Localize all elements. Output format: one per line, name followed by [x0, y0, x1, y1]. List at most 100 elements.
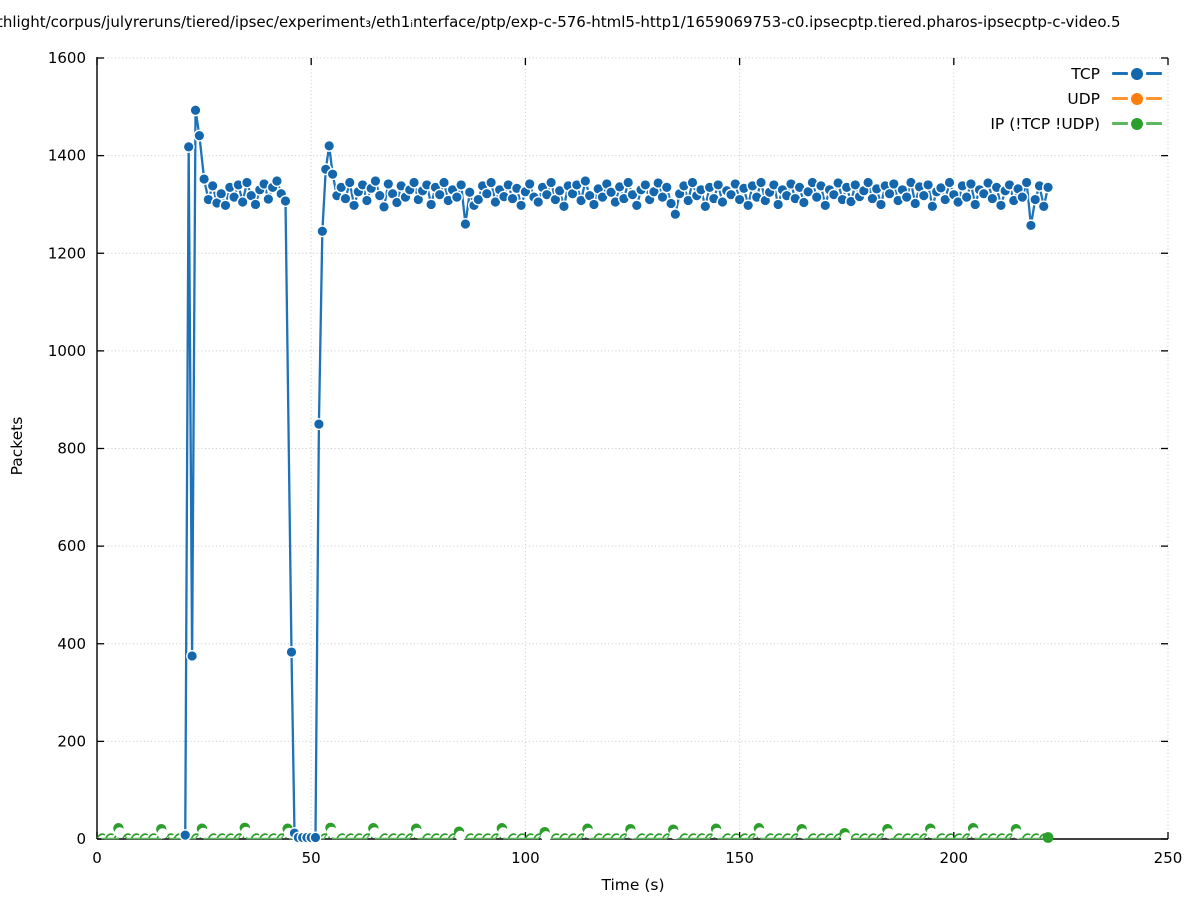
- tcp-dot-icon: [1131, 67, 1143, 80]
- tcp-marker: [733, 193, 746, 206]
- ip-base-marker: [122, 833, 131, 839]
- tcp-marker: [797, 196, 810, 209]
- tcp-marker: [373, 189, 386, 202]
- tcp-marker: [943, 176, 956, 189]
- tcp-marker: [463, 186, 476, 199]
- ip-base-marker: [696, 833, 706, 839]
- ip-spike-marker-bite: [412, 827, 423, 839]
- tcp-marker: [917, 189, 930, 202]
- tcp-marker: [378, 200, 391, 213]
- ip-base-marker: [465, 833, 474, 839]
- ip-base-marker: [910, 833, 920, 839]
- ip-base-marker: [1021, 833, 1031, 839]
- ip-base-marker: [233, 833, 243, 839]
- ip-base-marker: [387, 833, 397, 839]
- tcp-marker: [215, 187, 228, 200]
- tcp-marker: [309, 831, 322, 844]
- legend-label-udp: UDP: [1067, 89, 1100, 108]
- tcp-marker: [515, 199, 528, 212]
- ip-base-marker: [1030, 833, 1040, 839]
- ip-spike-marker-bite: [157, 828, 168, 839]
- x-tick-label: 250: [1154, 849, 1183, 867]
- ip-base-marker: [439, 833, 448, 839]
- ip-base-marker: [961, 833, 971, 839]
- udp-dot-icon: [1131, 92, 1143, 105]
- tcp-marker: [716, 195, 729, 208]
- ip-base-marker: [550, 833, 560, 839]
- ip-base-marker: [207, 833, 217, 839]
- legend-label-ip: IP (!TCP !UDP): [990, 114, 1100, 133]
- tcp-marker: [656, 191, 669, 204]
- ip-dot-icon: [1131, 117, 1143, 130]
- udp-dash-icon: [1146, 97, 1162, 100]
- tcp-marker: [339, 192, 352, 205]
- tcp-dash-icon: [1112, 72, 1128, 75]
- y-tick-label: 1600: [48, 49, 86, 67]
- ip-dash-icon: [1146, 122, 1162, 125]
- ip-spike-marker-bite: [669, 828, 680, 840]
- tcp-marker: [262, 193, 275, 206]
- ip-base-marker: [130, 833, 140, 839]
- ip-dash-icon: [1112, 122, 1128, 125]
- tcp-marker: [639, 178, 652, 191]
- tcp-marker: [312, 418, 325, 431]
- ip-spike-marker-bite: [1012, 828, 1023, 839]
- tcp-marker: [1020, 176, 1033, 189]
- tcp-marker: [348, 199, 361, 212]
- y-tick-label: 0: [76, 830, 86, 848]
- ip-base-marker: [396, 833, 406, 839]
- ip-base-marker: [936, 833, 945, 839]
- tcp-marker: [605, 186, 618, 199]
- ip-spike-marker-bite: [840, 832, 852, 843]
- tcp-marker: [326, 168, 339, 181]
- ip-base-marker: [216, 833, 226, 839]
- tcp-marker: [883, 187, 896, 200]
- tcp-marker: [316, 225, 329, 238]
- ip-base-marker: [944, 833, 954, 839]
- y-tick-label: 800: [57, 440, 86, 458]
- tcp-marker: [819, 199, 832, 212]
- ip-base-marker: [507, 833, 517, 839]
- tcp-marker: [323, 139, 336, 152]
- tcp-marker: [849, 178, 862, 191]
- tcp-series-line: [184, 109, 1050, 839]
- tcp-marker: [182, 140, 195, 153]
- tcp-marker: [186, 649, 199, 662]
- ip-base-marker: [422, 833, 431, 839]
- tcp-marker: [622, 176, 635, 189]
- y-axis-label: Packets: [8, 416, 26, 476]
- tcp-marker: [887, 177, 900, 190]
- ip-base-marker: [362, 833, 371, 839]
- tcp-marker: [742, 199, 755, 212]
- tcp-marker: [1042, 181, 1055, 194]
- ip-spike-marker-bite: [755, 827, 766, 838]
- tcp-marker: [755, 176, 768, 189]
- ip-spike-marker-bite: [498, 827, 509, 838]
- tcp-marker: [909, 197, 922, 210]
- tcp-marker: [862, 176, 875, 189]
- ip-base-marker: [353, 833, 363, 839]
- ip-spike-marker-bite: [583, 827, 595, 839]
- ip-spike-marker-bite: [797, 828, 809, 839]
- ip-base-marker: [653, 833, 663, 839]
- tcp-marker: [986, 192, 999, 205]
- y-tick-label: 1000: [48, 342, 86, 360]
- tcp-marker: [866, 192, 879, 205]
- tcp-marker: [480, 187, 493, 200]
- tcp-marker: [1016, 191, 1029, 204]
- tcp-marker: [236, 195, 249, 208]
- tcp-marker: [994, 199, 1007, 212]
- ip-base-marker: [704, 833, 714, 839]
- legend-label-tcp: TCP: [1071, 64, 1100, 83]
- ip-line-marker-icon: [1112, 117, 1162, 130]
- ip-base-marker: [859, 833, 868, 839]
- ip-base-marker: [165, 833, 174, 839]
- ip-base-marker: [430, 833, 440, 839]
- ip-base-marker: [576, 833, 586, 839]
- ip-base-marker: [379, 833, 388, 839]
- tcp-marker: [712, 178, 725, 191]
- ip-spike-marker-bite: [626, 828, 637, 839]
- tcp-marker: [545, 176, 558, 189]
